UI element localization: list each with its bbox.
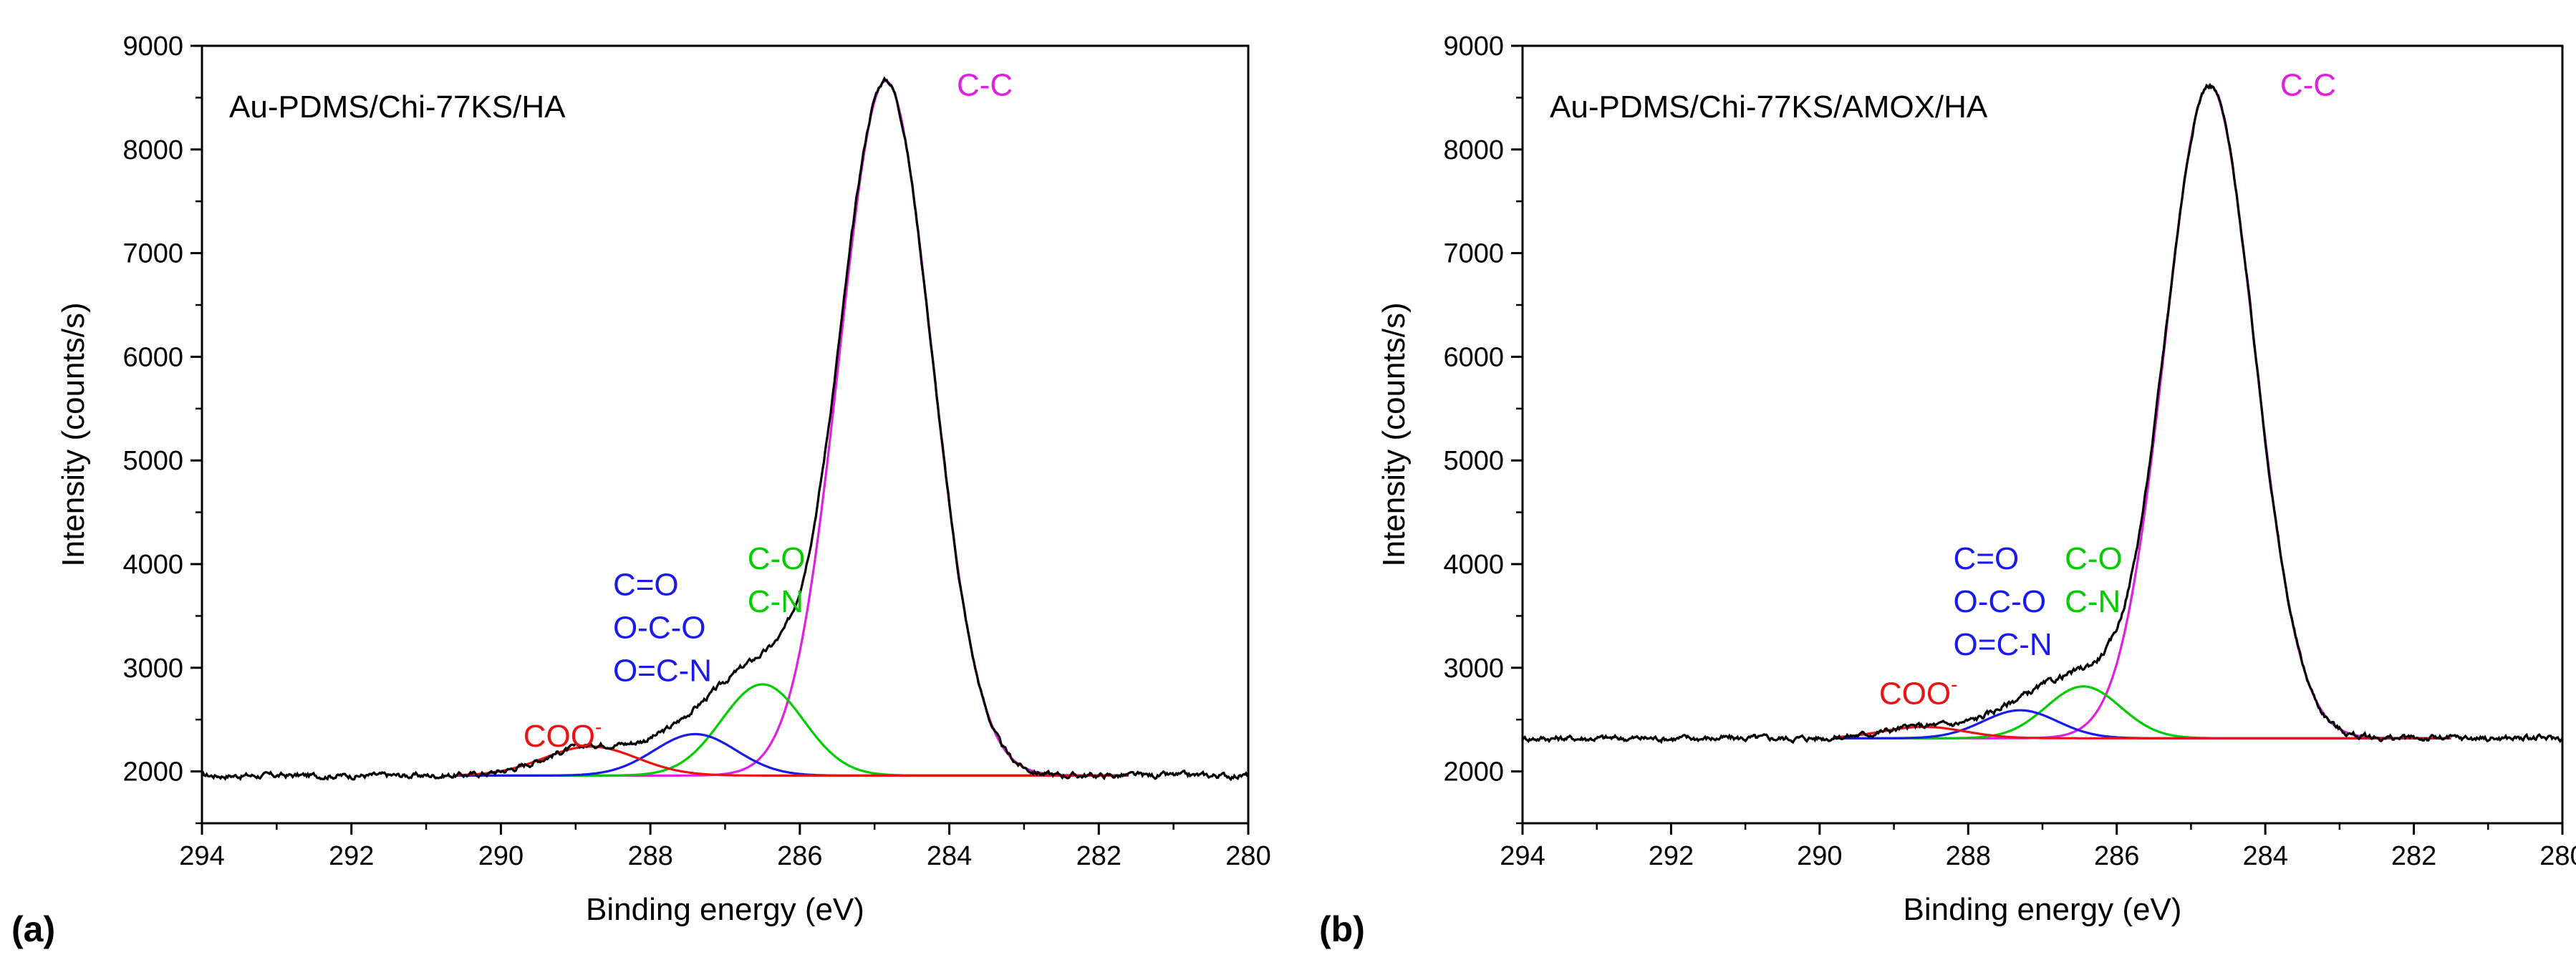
y-axis-label: Intensity (counts/s) [1376,302,1412,566]
x-tick-label: 286 [2094,841,2139,871]
annotation-label: COO- [524,716,602,754]
x-tick-label: 290 [1797,841,1842,871]
annotation-label: C=O [613,567,679,602]
panel-title: Au-PDMS/Chi-77KS/AMOX/HA [1550,89,1988,125]
panel-b-chart: 294 292 290 288 286 284 282 280 2000 3000 4000 5000… [1319,31,2576,949]
annotation-label: C-O [2065,541,2123,576]
y-tick-label: 4000 [122,550,183,580]
x-tick-label: 290 [478,841,524,871]
annotation-label: C-N [2065,584,2121,619]
envelope-curve [1523,82,2562,745]
annotation-label: O-C-O [1954,584,2047,619]
x-tick-label: 286 [777,841,822,871]
y-tick-label: 2000 [1443,757,1504,787]
x-axis-label: Binding energy (eV) [1904,892,2182,927]
x-tick-label: 294 [1500,841,1545,871]
y-tick-label: 6000 [1443,342,1504,372]
y-tick-label: 5000 [122,446,183,476]
y-tick-label: 9000 [122,31,183,62]
y-tick-label: 9000 [1443,31,1504,62]
panel-a-chart: 294 292 290 288 286 284 282 280 2000 3000 4000 5000… [11,31,1271,949]
annotation-superscript: - [1951,673,1957,695]
annotation-label: C-C [957,68,1013,103]
y-tick-label: 5000 [1443,446,1504,476]
x-axis-label: Binding energy (eV) [586,892,864,927]
annotation-label: O=C-N [1954,627,2052,662]
annotation-label: O=C-N [613,653,712,688]
y-axis-label: Intensity (counts/s) [56,302,91,566]
x-tick-label: 282 [1076,841,1121,871]
x-tick-label: 282 [2391,841,2436,871]
y-tick-label: 3000 [1443,654,1504,684]
annotation-label: C-O [748,541,806,576]
y-tick-label: 3000 [122,654,183,684]
x-tick-label: 284 [927,841,972,871]
y-tick-label: 6000 [122,342,183,372]
plot-frame [1521,44,2564,825]
y-tick-label: 8000 [1443,135,1504,165]
x-tick-label: 294 [179,841,224,871]
panel-label: (a) [11,909,55,949]
peak-c-c-curve [1834,84,2451,739]
annotation-label: C=O [1954,541,2020,576]
x-tick-label: 284 [2242,841,2287,871]
panel-label: (b) [1319,909,1365,949]
y-tick-label: 2000 [122,757,183,787]
peak-c-c-curve [455,79,1129,777]
x-tick-label: 280 [2539,841,2576,871]
curves-group [202,76,1248,782]
x-tick-label: 292 [1649,841,1694,871]
annotation-label: COO- [1879,673,1958,711]
x-tick-label: 292 [329,841,374,871]
x-tick-label: 288 [627,841,672,871]
panel-title: Au-PDMS/Chi-77KS/HA [229,89,566,125]
plot-frame [201,44,1250,825]
curves-group [1523,82,2562,745]
annotation-superscript: - [595,716,602,738]
x-tick-label: 288 [1946,841,1991,871]
y-tick-label: 7000 [122,239,183,269]
annotation-label: C-N [748,584,804,619]
envelope-curve [202,76,1248,782]
x-tick-label: 280 [1225,841,1270,871]
peak-coo--curve [1834,725,2451,739]
annotation-label: O-C-O [613,610,706,645]
annotation-label: C-C [2280,68,2336,103]
y-tick-label: 7000 [1443,239,1504,269]
y-tick-label: 8000 [122,135,183,165]
y-tick-label: 4000 [1443,550,1504,580]
